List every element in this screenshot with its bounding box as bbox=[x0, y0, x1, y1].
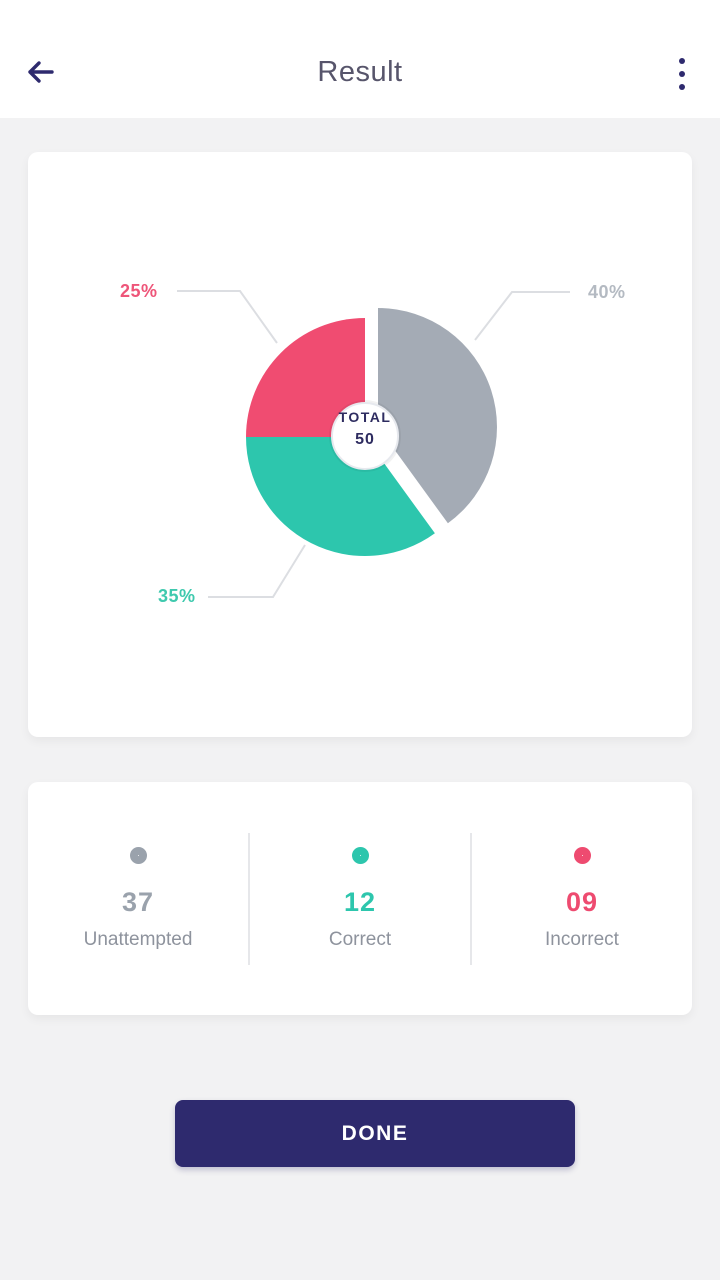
total-label: TOTAL bbox=[338, 409, 392, 425]
stat-label: Incorrect bbox=[545, 928, 619, 950]
vertical-divider bbox=[470, 832, 472, 965]
stat-label: Correct bbox=[328, 928, 392, 950]
kebab-menu-icon bbox=[679, 84, 685, 90]
result-chart-card: 25% 40% 35% TOTAL 50 bbox=[28, 152, 692, 737]
percent-label-unattempted: 40% bbox=[588, 282, 626, 302]
ring-icon bbox=[573, 846, 591, 864]
page-title: Result bbox=[317, 56, 403, 88]
kebab-menu-icon bbox=[679, 71, 685, 77]
pie-chart bbox=[177, 290, 570, 598]
chart-center-total: TOTAL 50 bbox=[295, 409, 435, 449]
center-circle bbox=[331, 402, 399, 470]
done-button[interactable]: DONE bbox=[175, 1100, 575, 1167]
total-value: 50 bbox=[355, 431, 375, 448]
ring-icon bbox=[129, 846, 147, 864]
stat-incorrect: 09 Incorrect bbox=[472, 782, 692, 1015]
stat-value: 37 bbox=[121, 886, 155, 917]
overflow-menu-button[interactable] bbox=[660, 50, 704, 98]
pie-slice-unattempted bbox=[378, 308, 497, 524]
stat-value: 12 bbox=[343, 886, 377, 917]
kebab-menu-icon bbox=[679, 58, 685, 64]
leader-line-unattempted bbox=[474, 291, 570, 341]
stat-value: 09 bbox=[565, 886, 599, 917]
vertical-divider bbox=[248, 832, 250, 965]
pie-slice-incorrect bbox=[246, 318, 365, 437]
stat-correct: 12 Correct bbox=[250, 782, 470, 1015]
ring-icon bbox=[351, 846, 369, 864]
percent-label-incorrect: 25% bbox=[120, 281, 158, 301]
percent-label-correct: 35% bbox=[158, 586, 196, 606]
stat-label: Unattempted bbox=[83, 928, 193, 950]
back-button[interactable] bbox=[20, 52, 60, 92]
leader-line-incorrect bbox=[177, 290, 278, 344]
app-header: Result bbox=[0, 0, 720, 118]
stat-unattempted: 37 Unattempted bbox=[28, 782, 248, 1015]
pie-slice-correct bbox=[246, 437, 435, 556]
back-arrow-icon bbox=[28, 61, 54, 83]
leader-line-correct bbox=[208, 544, 306, 598]
stats-summary-card: 37 Unattempted 12 Correct 09 Incorrect bbox=[28, 782, 692, 1015]
